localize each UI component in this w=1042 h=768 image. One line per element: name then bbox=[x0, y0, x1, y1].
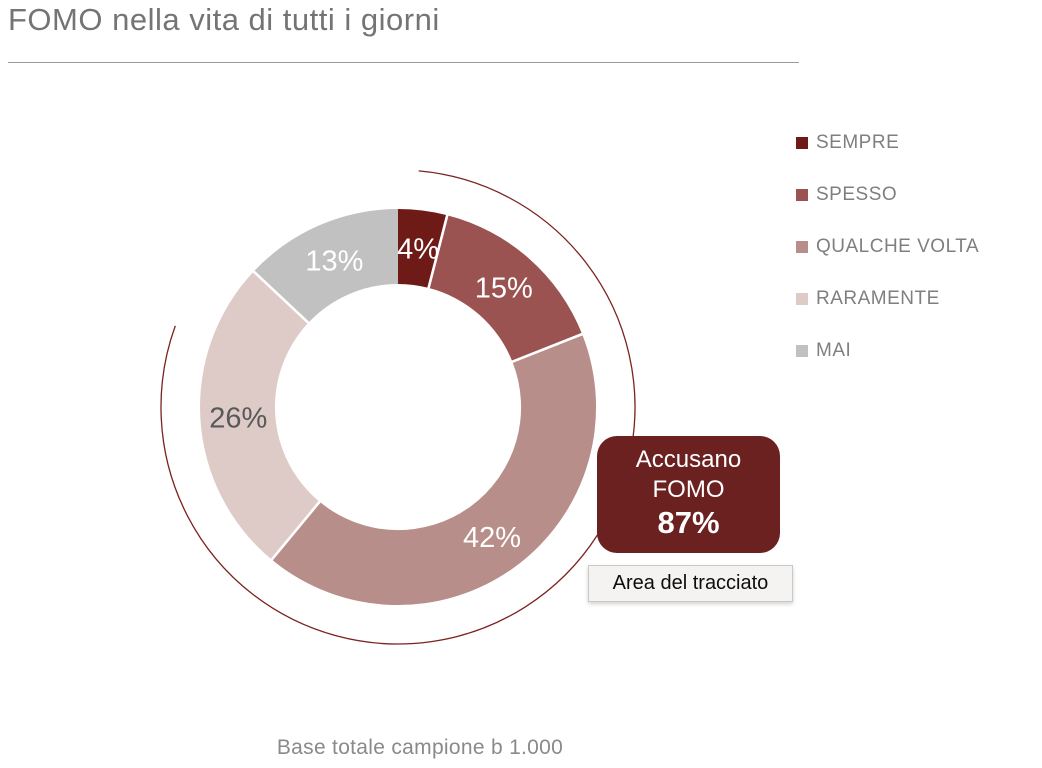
legend-item-spesso[interactable]: SPESSO bbox=[796, 169, 979, 221]
legend-label: RARAMENTE bbox=[816, 288, 940, 309]
legend-swatch bbox=[796, 345, 808, 357]
slice-divider bbox=[270, 500, 322, 562]
slice-spesso[interactable] bbox=[428, 215, 583, 362]
legend-label: SPESSO bbox=[816, 184, 898, 205]
slice-divider bbox=[252, 269, 310, 325]
plot-area-tooltip: Area del tracciato bbox=[588, 565, 793, 602]
callout-line2: FOMO bbox=[652, 476, 725, 503]
legend-item-mai[interactable]: MAI bbox=[796, 325, 979, 377]
legend-label: SEMPRE bbox=[816, 132, 900, 153]
sample-base-note: Base totale campione b 1.000 bbox=[276, 736, 564, 759]
accent-arc bbox=[160, 170, 636, 645]
slice-mai[interactable] bbox=[253, 209, 398, 323]
slice-qualche-volta[interactable] bbox=[271, 334, 597, 606]
slice-label: 4% bbox=[397, 234, 439, 266]
callout-accusano-fomo[interactable]: Accusano FOMO 87% bbox=[597, 436, 780, 553]
slice-label: 15% bbox=[475, 272, 533, 304]
slice-label: 42% bbox=[463, 522, 521, 554]
slice-label: 13% bbox=[305, 246, 363, 278]
chart-legend: SEMPRE SPESSO QUALCHE VOLTA RARAMENTE MAI bbox=[796, 117, 979, 377]
legend-item-qualche-volta[interactable]: QUALCHE VOLTA bbox=[796, 221, 979, 273]
legend-label: MAI bbox=[816, 340, 852, 361]
slice-divider bbox=[427, 213, 449, 290]
title-divider bbox=[8, 62, 799, 63]
slice-raramente[interactable] bbox=[200, 271, 320, 560]
legend-swatch bbox=[796, 293, 808, 305]
legend-swatch bbox=[796, 137, 808, 149]
slice-label: 26% bbox=[209, 402, 267, 434]
callout-value: 87% bbox=[657, 505, 720, 540]
legend-swatch bbox=[796, 241, 808, 253]
slice-sempre[interactable] bbox=[398, 209, 448, 288]
legend-item-sempre[interactable]: SEMPRE bbox=[796, 117, 979, 169]
callout-line1: Accusano bbox=[635, 446, 742, 473]
legend-item-raramente[interactable]: RARAMENTE bbox=[796, 273, 979, 325]
slide-title: FOMO nella vita di tutti i giorni bbox=[8, 2, 440, 37]
legend-label: QUALCHE VOLTA bbox=[816, 236, 980, 257]
legend-swatch bbox=[796, 189, 808, 201]
slice-divider bbox=[510, 332, 584, 364]
